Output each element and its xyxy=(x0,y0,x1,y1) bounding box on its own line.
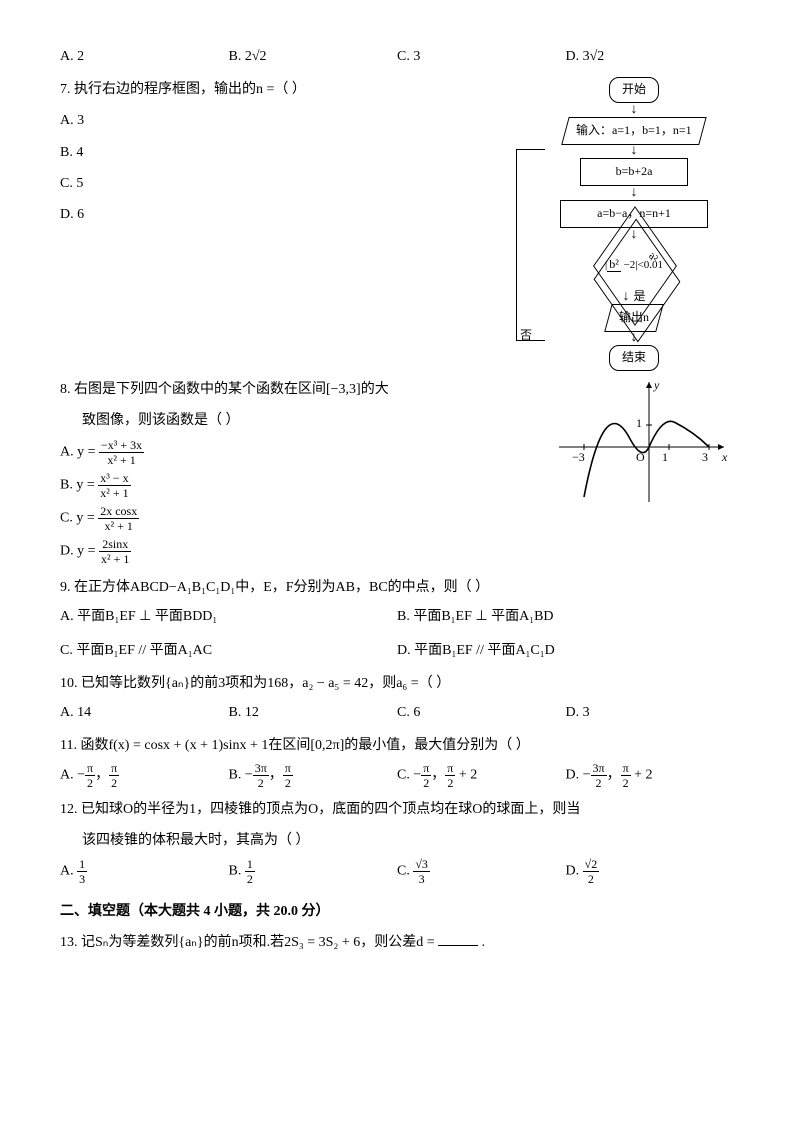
q11-opt-a: A. −π2，π2 xyxy=(60,762,229,789)
flowchart-decision: |b²a² −2|<0.01 xyxy=(584,242,684,290)
question-12-line2: 该四棱锥的体积最大时，其高为（ ） xyxy=(60,828,734,853)
section-2-heading: 二、填空题（本大题共 4 小题，共 20.0 分） xyxy=(60,899,734,924)
svg-text:y: y xyxy=(653,378,660,392)
q12-opt-a: A. 13 xyxy=(60,858,229,885)
q8-opt-d: D. y = 2sinxx² + 1 xyxy=(60,538,734,565)
flowchart-start: 开始 xyxy=(609,77,659,103)
q12-opt-d: D. √22 xyxy=(566,858,735,885)
question-10: 10. 已知等比数列{aₙ}的前3项和为168，a₂ − a₅ = 42，则a₆… xyxy=(60,671,734,696)
flowchart-input: 输入：a=1，b=1，n=1 xyxy=(561,117,706,145)
q11-opt-d: D. −3π2，π2 + 2 xyxy=(566,762,735,789)
q10-opts: A. 14 B. 12 C. 6 D. 3 xyxy=(60,700,734,725)
question-13: 13. 记Sₙ为等差数列{aₙ}的前n项和.若2S₃ = 3S₂ + 6，则公差… xyxy=(60,930,734,955)
fill-blank xyxy=(438,945,478,946)
flowchart-end: 结束 xyxy=(609,345,659,371)
q10-opt-b: B. 12 xyxy=(229,700,398,725)
q9-opt-a: A. 平面B₁EF ⊥ 平面BDD₁ xyxy=(60,604,397,629)
question-11: 11. 函数f(x) = cosx + (x + 1)sinx + 1在区间[0… xyxy=(60,733,734,758)
q11-opt-c: C. −π2，π2 + 2 xyxy=(397,762,566,789)
question-9: 9. 在正方体ABCD−A₁B₁C₁D₁中，E，F分别为AB，BC的中点，则（ … xyxy=(60,575,734,600)
svg-text:−3: −3 xyxy=(572,450,585,464)
opt-c: C. 3 xyxy=(397,44,566,69)
flowchart-no-label: 否 xyxy=(520,325,532,347)
q10-opt-d: D. 3 xyxy=(566,700,735,725)
question-12: 12. 已知球O的半径为1，四棱锥的顶点为O，底面的四个顶点均在球O的球面上，则… xyxy=(60,797,734,822)
svg-text:3: 3 xyxy=(702,450,708,464)
opt-d: D. 3√2 xyxy=(566,44,735,69)
svg-text:x: x xyxy=(721,450,728,464)
q11-opt-b: B. −3π2，π2 xyxy=(229,762,398,789)
q9-opt-c: C. 平面B₁EF // 平面A₁AC xyxy=(60,638,397,663)
svg-text:1: 1 xyxy=(636,416,642,430)
svg-text:1: 1 xyxy=(662,450,668,464)
q9-opt-b: B. 平面B₁EF ⊥ 平面A₁BD xyxy=(397,604,734,629)
q10-opt-a: A. 14 xyxy=(60,700,229,725)
q10-opt-c: C. 6 xyxy=(397,700,566,725)
function-graph: x y O 1 3 −3 1 xyxy=(554,377,734,516)
flowchart-process-1: b=b+2a xyxy=(580,158,688,186)
q9-opt-d: D. 平面B₁EF // 平面A₁C₁D xyxy=(397,638,734,663)
q-top-options: A. 2 B. 2√2 C. 3 D. 3√2 xyxy=(60,44,734,69)
flowchart-output: 输出n xyxy=(604,304,663,332)
q11-opts: A. −π2，π2 B. −3π2，π2 C. −π2，π2 + 2 D. −3… xyxy=(60,762,734,789)
opt-b: B. 2√2 xyxy=(229,44,398,69)
q12-opt-b: B. 12 xyxy=(229,858,398,885)
q9-opts-row1: A. 平面B₁EF ⊥ 平面BDD₁ B. 平面B₁EF ⊥ 平面A₁BD xyxy=(60,604,734,629)
flowchart: 否 开始 ↓ 输入：a=1，b=1，n=1 ↓ b=b+2a ↓ a=b−a，n… xyxy=(534,77,734,371)
opt-a: A. 2 xyxy=(60,44,229,69)
q9-opts-row2: C. 平面B₁EF // 平面A₁AC D. 平面B₁EF // 平面A₁C₁D xyxy=(60,638,734,663)
q12-opt-c: C. √33 xyxy=(397,858,566,885)
q12-opts: A. 13 B. 12 C. √33 D. √22 xyxy=(60,858,734,885)
